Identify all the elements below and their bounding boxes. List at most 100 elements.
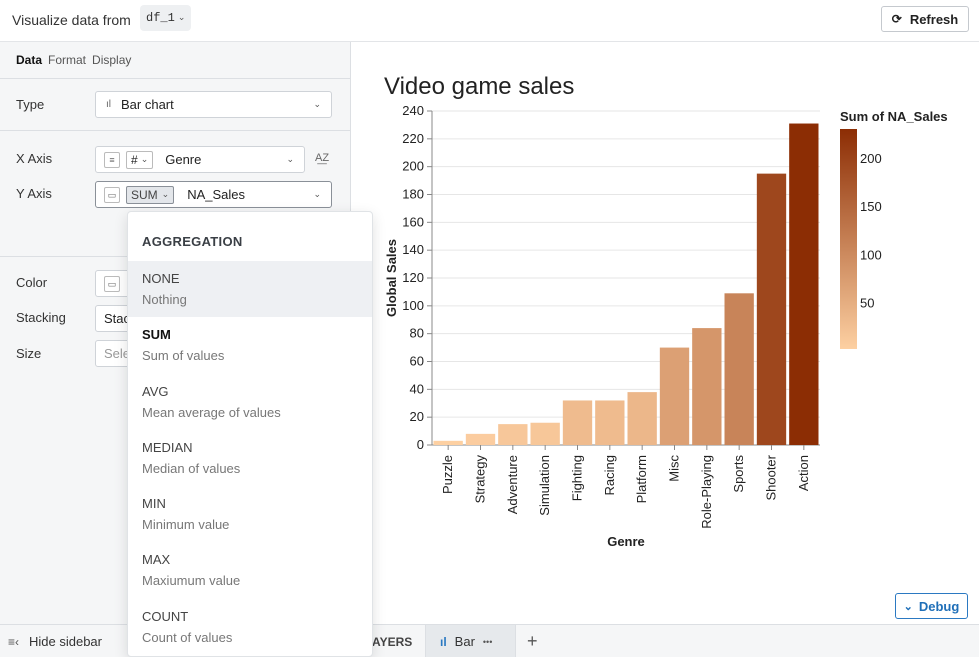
bar-strategy bbox=[465, 433, 496, 445]
table-icon: ▭ bbox=[104, 186, 120, 203]
aggregation-option-min[interactable]: MIN Minimum value bbox=[128, 486, 372, 542]
top-bar: Visualize data from df_1 ⌄ ⟳ Refresh bbox=[0, 0, 979, 42]
bar-misc bbox=[659, 347, 690, 445]
debug-button[interactable]: ⌄ Debug bbox=[895, 593, 968, 619]
aggregation-option-median[interactable]: MEDIAN Median of values bbox=[128, 430, 372, 486]
refresh-label: Refresh bbox=[909, 11, 959, 27]
chart-area: Video game sales 0 20 40 60 80 100 120 140 160 180… bbox=[352, 42, 979, 624]
dataframe-select[interactable]: df_1 ⌄ bbox=[140, 5, 192, 31]
bar-racing bbox=[595, 400, 625, 445]
yaxis-select[interactable]: ▭ SUM ⌄ NA_Sales ⌄ bbox=[95, 181, 332, 208]
type-label: Type bbox=[16, 97, 45, 112]
legend-tick-label: 150 bbox=[860, 199, 882, 214]
legend-tick-label: 100 bbox=[860, 247, 882, 262]
chevron-down-icon: ⌄ bbox=[313, 99, 321, 109]
yaxis-label: Y Axis bbox=[16, 186, 52, 201]
x-tick-label: Sports bbox=[731, 455, 746, 493]
collapse-sidebar-icon: ≡‹ bbox=[8, 634, 19, 649]
xaxis-type-select[interactable]: # ⌄ bbox=[126, 150, 154, 169]
legend-tick-label: 200 bbox=[860, 151, 882, 166]
option-name: NONE bbox=[142, 271, 180, 286]
y-tick-label: 120 bbox=[402, 270, 424, 285]
more-options-icon[interactable]: ••• bbox=[482, 636, 493, 647]
sidebar-tabs: Data Format Display bbox=[16, 53, 131, 67]
hide-sidebar-button[interactable]: ≡‹ Hide sidebar bbox=[8, 634, 102, 649]
y-tick-label: 80 bbox=[410, 326, 424, 341]
divider bbox=[0, 130, 350, 131]
bar-chart-icon: ıl bbox=[106, 99, 111, 110]
aggregation-option-avg[interactable]: AVG Mean average of values bbox=[128, 374, 372, 430]
x-tick-label: Role-Playing bbox=[699, 455, 714, 529]
bar-platform bbox=[627, 392, 657, 445]
bar-shooter bbox=[756, 173, 787, 445]
y-tick-label: 180 bbox=[402, 187, 424, 202]
chart-title: Video game sales bbox=[384, 73, 574, 100]
size-label: Size bbox=[16, 346, 42, 361]
bar-adventure bbox=[498, 424, 528, 445]
tab-display[interactable]: Display bbox=[92, 53, 132, 67]
xaxis-type: # bbox=[131, 152, 138, 167]
bar-action bbox=[789, 123, 819, 446]
tab-format[interactable]: Format bbox=[48, 53, 87, 67]
chevron-down-icon: ⌄ bbox=[313, 189, 321, 199]
x-tick-label: Action bbox=[796, 455, 811, 491]
yaxis-field: NA_Sales bbox=[187, 187, 246, 202]
dataframe-name: df_1 bbox=[146, 11, 175, 25]
option-name: COUNT bbox=[142, 609, 189, 624]
tab-data[interactable]: Data bbox=[16, 53, 43, 67]
x-tick-label: Strategy bbox=[473, 455, 488, 504]
color-label: Color bbox=[16, 275, 48, 290]
table-icon: ▭ bbox=[104, 275, 120, 292]
x-tick-label: Simulation bbox=[537, 455, 552, 516]
option-desc: Minimum value bbox=[142, 517, 230, 532]
bar-role-playing bbox=[692, 328, 722, 445]
x-tick-label: Puzzle bbox=[440, 455, 455, 494]
xaxis-select[interactable]: ≡ # ⌄ Genre ⌄ bbox=[95, 146, 305, 173]
bar-sports bbox=[724, 293, 754, 445]
bar-simulation bbox=[530, 422, 560, 445]
type-select[interactable]: ıl Bar chart ⌄ bbox=[95, 91, 332, 118]
y-tick-label: 140 bbox=[402, 242, 424, 257]
tab-layers[interactable]: AYERS bbox=[372, 635, 413, 649]
option-name: MEDIAN bbox=[142, 440, 193, 455]
option-name: MIN bbox=[142, 496, 166, 511]
type-value: Bar chart bbox=[121, 97, 174, 112]
tab-bar[interactable]: ıl Bar ••• bbox=[425, 625, 516, 657]
aggregation-option-max[interactable]: MAX Maxiumum value bbox=[128, 542, 372, 598]
option-desc: Mean average of values bbox=[142, 405, 281, 420]
xaxis-field: Genre bbox=[165, 152, 202, 167]
y-tick-label: 160 bbox=[402, 214, 424, 229]
aggregation-option-count[interactable]: COUNT Count of values bbox=[128, 599, 372, 655]
chevron-down-icon: ⌄ bbox=[140, 154, 149, 164]
y-tick-label: 220 bbox=[402, 131, 424, 146]
option-desc: Count of values bbox=[142, 630, 233, 645]
xaxis-label: X Axis bbox=[16, 151, 53, 166]
option-name: AVG bbox=[142, 384, 169, 399]
add-tab-button[interactable]: + bbox=[527, 631, 538, 651]
option-name: MAX bbox=[142, 552, 171, 567]
aggregation-option-none[interactable]: NONE Nothing bbox=[128, 261, 372, 317]
chevron-down-icon: ⌄ bbox=[903, 600, 913, 613]
aggregation-value: SUM bbox=[131, 187, 158, 202]
chevron-down-icon: ⌄ bbox=[161, 189, 170, 199]
sort-az-icon[interactable]: A͟Z bbox=[315, 152, 330, 164]
size-placeholder: Sele bbox=[104, 346, 131, 361]
stacking-value: Stac bbox=[104, 311, 131, 326]
debug-label: Debug bbox=[918, 598, 960, 614]
aggregation-option-sum[interactable]: SUM Sum of values bbox=[128, 317, 372, 373]
bar-fighting bbox=[562, 400, 593, 445]
stacking-label: Stacking bbox=[16, 310, 66, 325]
aggregation-select[interactable]: SUM ⌄ bbox=[126, 185, 175, 204]
y-tick-label: 0 bbox=[417, 437, 424, 452]
list-icon: ≡ bbox=[104, 151, 120, 168]
bar-chart: Video game sales 0 20 40 60 80 100 120 140 160 180… bbox=[384, 73, 948, 549]
legend-tick-label: 50 bbox=[860, 296, 874, 311]
x-tick-label: Fighting bbox=[570, 455, 585, 501]
option-desc: Sum of values bbox=[142, 348, 225, 363]
option-desc: Median of values bbox=[142, 461, 241, 476]
chevron-down-icon: ⌄ bbox=[177, 13, 186, 23]
chevron-down-icon: ⌄ bbox=[286, 154, 294, 164]
option-desc: Nothing bbox=[142, 292, 187, 307]
y-tick-label: 200 bbox=[402, 159, 424, 174]
refresh-button[interactable]: ⟳ Refresh bbox=[881, 6, 969, 32]
